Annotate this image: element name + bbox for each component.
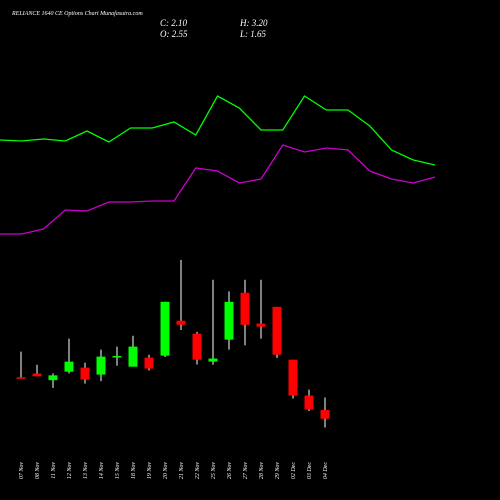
candle-body — [192, 333, 202, 360]
x-tick-label: 15 Nov — [115, 462, 121, 480]
x-tick-label: 02 Dec — [291, 462, 297, 479]
x-tick-label: 08 Nov — [35, 462, 41, 480]
x-tick-label: 14 Nov — [98, 462, 105, 480]
x-tick-label: 20 Nov — [163, 462, 169, 480]
candle-body — [112, 356, 122, 358]
chart-title: RELIANCE 1640 CE Options Chart Munafasut… — [11, 10, 143, 17]
indicator-line — [0, 144, 436, 235]
x-tick-label: 25 Nov — [211, 462, 217, 480]
x-tick-label: 12 Nov — [67, 462, 73, 480]
x-tick-label: 22 Nov — [195, 462, 201, 480]
candle-body — [80, 367, 90, 380]
candle-body — [304, 395, 314, 410]
candle-body — [64, 361, 74, 372]
low-label: L: 1.65 — [239, 29, 267, 39]
candle-body — [96, 356, 106, 375]
candle-body — [144, 357, 154, 369]
close-label: C: 2.10 — [160, 18, 188, 28]
x-tick-label: 13 Nov — [83, 462, 89, 480]
x-tick-label: 21 Nov — [179, 462, 185, 480]
indicator-line — [0, 95, 436, 166]
candle-body — [16, 377, 26, 379]
x-tick-label: 26 Nov — [227, 462, 233, 480]
candle-body — [256, 323, 266, 327]
candle-body — [128, 346, 138, 367]
x-tick-label: 11 Nov — [51, 462, 57, 479]
x-tick-label: 04 Dec — [322, 462, 329, 479]
candle-body — [320, 410, 330, 419]
x-tick-label: 07 Nov — [19, 462, 25, 480]
candle-body — [240, 292, 250, 325]
candle-body — [288, 359, 298, 396]
candle-body — [176, 320, 186, 325]
x-tick-label: 27 Nov — [243, 462, 249, 480]
high-label: H: 3.20 — [239, 18, 268, 28]
x-tick-label: 03 Dec — [307, 462, 313, 479]
candle-body — [208, 358, 218, 362]
x-tick-label: 28 Nov — [259, 462, 265, 480]
candle-body — [160, 301, 170, 356]
x-tick-label: 19 Nov — [147, 462, 153, 480]
candle-body — [272, 306, 282, 355]
candle-body — [224, 301, 234, 340]
candle-body — [48, 375, 58, 381]
x-tick-label: 29 Nov — [275, 462, 281, 480]
candle-body — [32, 373, 42, 377]
open-label: O: 2.55 — [160, 29, 188, 39]
x-tick-label: 18 Nov — [131, 462, 137, 480]
